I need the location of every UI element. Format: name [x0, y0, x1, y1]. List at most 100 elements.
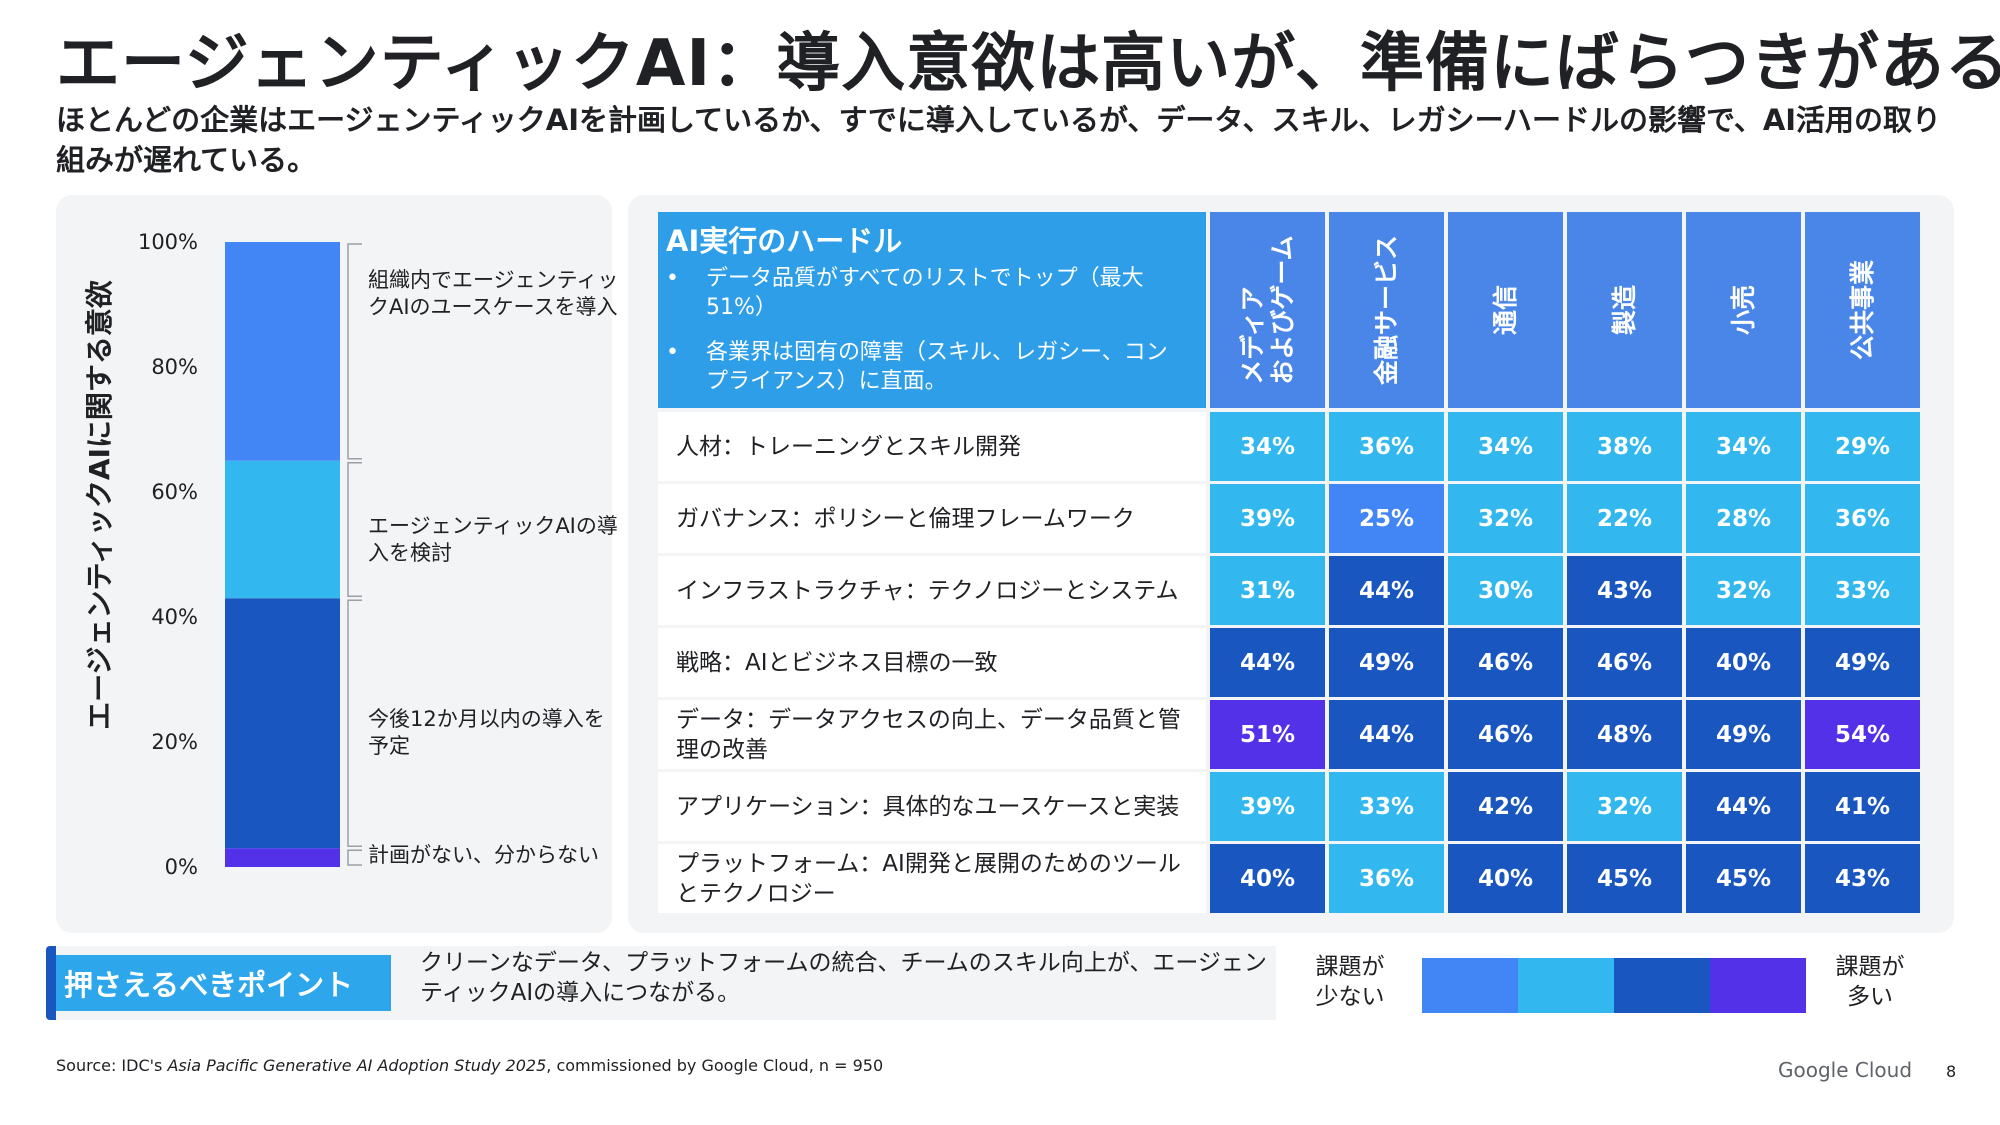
heatmap-cell: 31%	[1210, 556, 1325, 625]
hurdle-note: • 各業界は固有の障害（スキル、レガシー、コンプライアンス）に直面。	[666, 338, 1186, 396]
heatmap-cell: 49%	[1805, 628, 1920, 697]
intent-axis-label: エージェンティックAIに関する意欲	[83, 280, 116, 730]
hurdle-note-text: データ品質がすべてのリストでトップ（最大51%）	[706, 266, 1144, 320]
column-header-label: 製造	[1609, 284, 1639, 336]
column-header-label: 通信	[1490, 284, 1520, 336]
column-header: 通信	[1448, 212, 1563, 408]
column-header-label: 小売	[1728, 284, 1758, 336]
row-label: プラットフォーム：AI開発と展開のためのツールとテクノロジー	[658, 844, 1206, 913]
heatmap-cell: 34%	[1448, 412, 1563, 481]
row-label: ガバナンス：ポリシーと倫理フレームワーク	[658, 484, 1206, 553]
column-header: 小売	[1686, 212, 1801, 408]
bar-segment	[225, 460, 340, 599]
heatmap-cell: 22%	[1567, 484, 1682, 553]
legend-low-label: 課題が 少ない	[1315, 954, 1385, 1010]
heatmap-cell: 32%	[1567, 772, 1682, 841]
heatmap-cell: 43%	[1805, 844, 1920, 913]
heatmap-cell: 44%	[1329, 556, 1444, 625]
column-header: メディア およびゲーム	[1210, 212, 1325, 408]
segment-label: 計画がない、分からない	[368, 843, 599, 868]
column-header: 金融サービス	[1329, 212, 1444, 408]
row-label: データ：データアクセスの向上、データ品質と管理の改善	[658, 700, 1206, 769]
takeaway-label: 押さえるべきポイント	[56, 955, 391, 1011]
heatmap-cell: 33%	[1329, 772, 1444, 841]
hurdle-note-text: 各業界は固有の障害（スキル、レガシー、コンプライアンス）に直面。	[706, 340, 1168, 394]
heatmap-cell: 34%	[1686, 412, 1801, 481]
google-cloud-logo: Google Cloud	[1778, 1058, 1913, 1082]
page-number: 8	[1946, 1062, 1957, 1081]
legend-high-label: 課題が 多い	[1835, 954, 1905, 1010]
heatmap-cell: 33%	[1805, 556, 1920, 625]
heatmap-cell: 38%	[1567, 412, 1682, 481]
segment-bracket	[347, 849, 362, 866]
row-label: アプリケーション：具体的なユースケースと実装	[658, 772, 1206, 841]
column-header: 公共事業	[1805, 212, 1920, 408]
heatmap-cell: 32%	[1448, 484, 1563, 553]
source-suffix: , commissioned by Google Cloud, n = 950	[546, 1056, 884, 1075]
heatmap-cell: 36%	[1805, 484, 1920, 553]
heatmap-cell: 51%	[1210, 700, 1325, 769]
y-tick-label: 40%	[151, 605, 198, 629]
column-header-label: 金融サービス	[1371, 234, 1401, 386]
takeaway-accent	[46, 946, 56, 1020]
heatmap-cell: 44%	[1329, 700, 1444, 769]
heatmap-cell: 36%	[1329, 412, 1444, 481]
takeaway-text: クリーンなデータ、プラットフォームの統合、チームのスキル向上が、エージェンティッ…	[420, 950, 1267, 1006]
intent-axis-label-wrap: エージェンティックAIに関する意欲	[76, 210, 120, 800]
heatmap-cell: 48%	[1567, 700, 1682, 769]
bar-segment	[225, 598, 340, 849]
segment-bracket	[347, 599, 362, 847]
heatmap-cell: 44%	[1210, 628, 1325, 697]
legend-swatch-4	[1710, 958, 1806, 1013]
segment-bracket	[347, 462, 362, 597]
y-tick-label: 0%	[165, 855, 198, 879]
legend-swatch-2	[1518, 958, 1614, 1013]
column-header-label: 公共事業	[1847, 259, 1877, 361]
heatmap-cell: 43%	[1567, 556, 1682, 625]
heatmap-cell: 46%	[1567, 628, 1682, 697]
legend-swatch-3	[1614, 958, 1710, 1013]
y-tick-label: 20%	[151, 730, 198, 754]
heatmap-cell: 46%	[1448, 700, 1563, 769]
heatmap-cell: 40%	[1210, 844, 1325, 913]
segment-label: エージェンティックAIの導入を検討	[368, 513, 618, 565]
segment-label: 組織内でエージェンティックAIのユースケースを導入	[368, 268, 619, 319]
row-label: 人材：トレーニングとスキル開発	[658, 412, 1206, 481]
row-label: インフラストラクチャ：テクノロジーとシステム	[658, 556, 1206, 625]
bullet-dot: •	[666, 266, 679, 291]
heatmap-cell: 25%	[1329, 484, 1444, 553]
intent-stacked-bar-chart: 0% 20% 40% 60% 80% 100%	[138, 230, 362, 879]
source-note: Source: IDC's Asia Pacific Generative AI…	[56, 1056, 883, 1075]
bar-segment	[225, 242, 340, 461]
legend-swatch-1	[1422, 958, 1518, 1013]
hurdle-title: AI実行のハードル	[666, 224, 903, 258]
heatmap-cell: 40%	[1448, 844, 1563, 913]
column-header: 製造	[1567, 212, 1682, 408]
y-tick-label: 60%	[151, 480, 198, 504]
page-title: エージェンティックAI：導入意欲は高いが、準備にばらつきがある	[56, 27, 2000, 101]
heatmap-cell: 34%	[1210, 412, 1325, 481]
heatmap-cell: 42%	[1448, 772, 1563, 841]
heatmap-cell: 28%	[1686, 484, 1801, 553]
row-label: 戦略：AIとビジネス目標の一致	[658, 628, 1206, 697]
y-tick-label: 100%	[138, 230, 198, 254]
heatmap-cell: 39%	[1210, 484, 1325, 553]
heatmap-cell: 44%	[1686, 772, 1801, 841]
heatmap-cell: 29%	[1805, 412, 1920, 481]
heatmap-cell: 45%	[1567, 844, 1682, 913]
hurdle-header: AI実行のハードル • データ品質がすべてのリストでトップ（最大51%） • 各…	[658, 212, 1206, 408]
heatmap-cell: 40%	[1686, 628, 1801, 697]
heatmap-cell: 41%	[1805, 772, 1920, 841]
heatmap-cell: 46%	[1448, 628, 1563, 697]
heatmap-cell: 49%	[1329, 628, 1444, 697]
column-header-label: メディア およびゲーム	[1237, 235, 1297, 385]
source-prefix: Source: IDC's	[56, 1056, 168, 1075]
hurdle-note: • データ品質がすべてのリストでトップ（最大51%）	[666, 264, 1186, 322]
bullet-dot: •	[666, 340, 679, 365]
heatmap-cell: 36%	[1329, 844, 1444, 913]
heatmap-cell: 30%	[1448, 556, 1563, 625]
heatmap-cell: 49%	[1686, 700, 1801, 769]
heatmap-cell: 32%	[1686, 556, 1801, 625]
bar-segment	[225, 848, 340, 867]
heatmap-cell: 39%	[1210, 772, 1325, 841]
